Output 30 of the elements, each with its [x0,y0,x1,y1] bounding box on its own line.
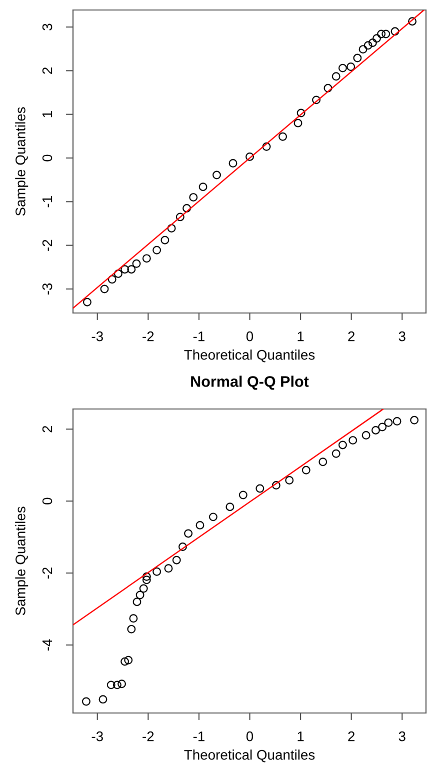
x-tick-label: -3 [92,331,103,342]
y-tick-label: 3 [42,24,52,30]
y-tick-label: -3 [42,283,52,295]
y-axis-title: Sample Quantiles [15,506,28,616]
x-tick-label: -1 [193,332,204,342]
y-axis-title: Sample Quantiles [15,107,28,216]
x-tick-label: 3 [398,331,406,342]
y-tick-label: 0 [42,154,52,162]
chart-title: Normal Q-Q Plot [191,376,309,390]
x-tick-label: 0 [246,731,254,742]
x-tick-label: 1 [298,732,304,742]
x-tick-label: 2 [348,731,354,742]
y-tick-label: 1 [42,111,52,118]
x-axis-title: Theoretical Quantiles [184,350,315,362]
y-tick-label: -1 [42,196,52,208]
x-tick-label: -2 [142,731,154,742]
y-tick-label: 0 [42,498,52,504]
x-tick-label: -1 [193,732,204,742]
x-tick-label: 2 [348,331,354,342]
x-tick-label: 0 [246,331,254,342]
x-tick-label: 3 [398,731,406,742]
y-tick-label: 2 [42,68,52,74]
x-tick-label: -3 [92,731,103,742]
y-tick-label: -2 [42,240,52,251]
y-tick-label: -2 [42,568,52,579]
y-tick-label: 2 [42,426,52,432]
x-tick-label: 1 [298,332,304,342]
x-tick-label: -2 [142,331,154,342]
y-tick-label: -4 [42,639,52,651]
x-axis-title: Theoretical Quantiles [184,750,315,762]
